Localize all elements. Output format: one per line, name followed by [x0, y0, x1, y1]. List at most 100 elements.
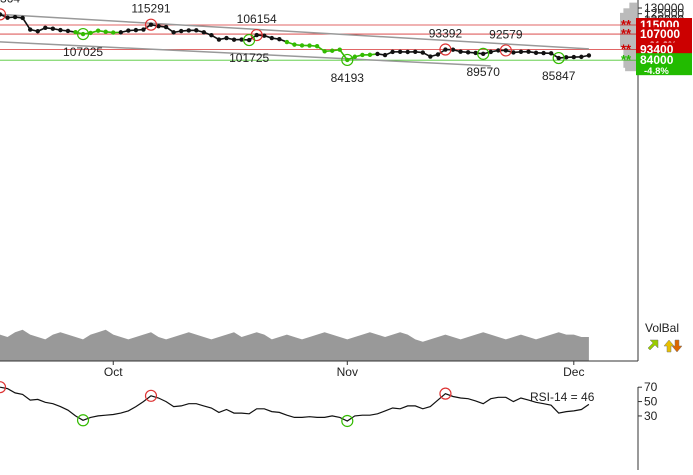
rsi-tick-label: 70: [644, 380, 658, 394]
rsi-line: [0, 387, 589, 421]
price-point: [375, 52, 379, 56]
price-point: [28, 27, 32, 31]
price-point: [436, 52, 440, 56]
price-point: [126, 28, 130, 32]
price-point: [96, 28, 100, 32]
price-point: [481, 52, 485, 56]
price-point: [413, 50, 417, 54]
price-point: [66, 29, 70, 33]
price-point: [541, 51, 545, 55]
price-point: [247, 38, 251, 42]
price-tick-label: 130000: [644, 1, 684, 15]
price-point: [58, 28, 62, 32]
price-point: [217, 37, 221, 41]
price-point: [104, 30, 108, 34]
level-stars: **: [621, 26, 632, 41]
price-point: [428, 54, 432, 58]
price-point: [315, 44, 319, 48]
price-point: [443, 47, 447, 51]
volume-area: [0, 330, 589, 361]
price-point: [526, 49, 530, 53]
rsi-tick-label: 50: [644, 395, 658, 409]
price-point: [292, 42, 296, 46]
level-stars: **: [621, 52, 632, 67]
price-point: [322, 49, 326, 53]
price-point: [285, 40, 289, 44]
price-point: [406, 50, 410, 54]
peak-label: 92579: [489, 27, 523, 41]
peak-label: 124364: [0, 0, 20, 5]
level-price: 84000: [640, 53, 674, 67]
price-point: [141, 27, 145, 31]
price-point: [20, 16, 24, 20]
price-point: [549, 51, 553, 55]
price-point: [330, 49, 334, 53]
price-point: [187, 28, 191, 32]
peak-label: 93392: [429, 27, 463, 41]
date-tick-label: Oct: [104, 365, 123, 379]
price-point: [458, 49, 462, 53]
price-point: [81, 32, 85, 36]
price-point: [383, 53, 387, 57]
level-price: 107000: [640, 27, 680, 41]
price-point: [13, 15, 17, 19]
volume-area-shape: [0, 330, 589, 361]
price-point: [421, 50, 425, 54]
price-point: [51, 26, 55, 30]
rsi-title: RSI-14 = 46: [530, 390, 595, 404]
price-point: [270, 36, 274, 40]
price-point: [209, 33, 213, 37]
price-point: [345, 58, 349, 62]
price-point: [111, 30, 115, 34]
price-point: [307, 43, 311, 47]
volbal-legend: VolBal: [645, 321, 682, 352]
price-point: [398, 50, 402, 54]
volbal-label: VolBal: [645, 321, 679, 335]
price-point: [119, 30, 123, 34]
price-point: [519, 50, 523, 54]
price-point: [232, 37, 236, 41]
price-point: [179, 29, 183, 33]
date-tick-label: Nov: [337, 365, 358, 379]
price-point: [534, 51, 538, 55]
price-point: [587, 53, 591, 57]
price-point: [5, 15, 9, 19]
price-point: [466, 50, 470, 54]
trough-label: 101725: [229, 51, 269, 65]
price-point: [134, 28, 138, 32]
trough-label: 85847: [542, 69, 576, 83]
date-axis: Oct Nov Dec: [0, 361, 638, 379]
price-point: [504, 48, 508, 52]
price-point: [572, 55, 576, 59]
date-tick-label: Dec: [563, 365, 584, 379]
price-point: [277, 37, 281, 41]
arrow-down-icon: [672, 340, 682, 352]
price-point: [194, 28, 198, 32]
price-point: [43, 26, 47, 30]
price-point: [360, 53, 364, 57]
arrow-up-left-icon: [648, 340, 658, 350]
trough-label: 84193: [331, 71, 365, 85]
level-pct: -4.8%: [644, 66, 669, 77]
trough-label: 89570: [467, 65, 501, 79]
price-point: [224, 36, 228, 40]
price-point: [390, 50, 394, 54]
price-point: [164, 25, 168, 29]
price-point: [557, 56, 561, 60]
peak-label: 115291: [131, 2, 170, 16]
rsi-tick-label: 30: [644, 409, 658, 423]
price-point: [338, 48, 342, 52]
peak-label: 106154: [237, 12, 277, 26]
price-point: [36, 29, 40, 33]
price-point: [149, 22, 153, 26]
price-point: [579, 55, 583, 59]
price-point: [202, 30, 206, 34]
price-point: [368, 53, 372, 57]
price-point: [300, 43, 304, 47]
price-point: [171, 30, 175, 34]
trough-label: 107025: [63, 45, 103, 59]
price-point: [353, 55, 357, 59]
